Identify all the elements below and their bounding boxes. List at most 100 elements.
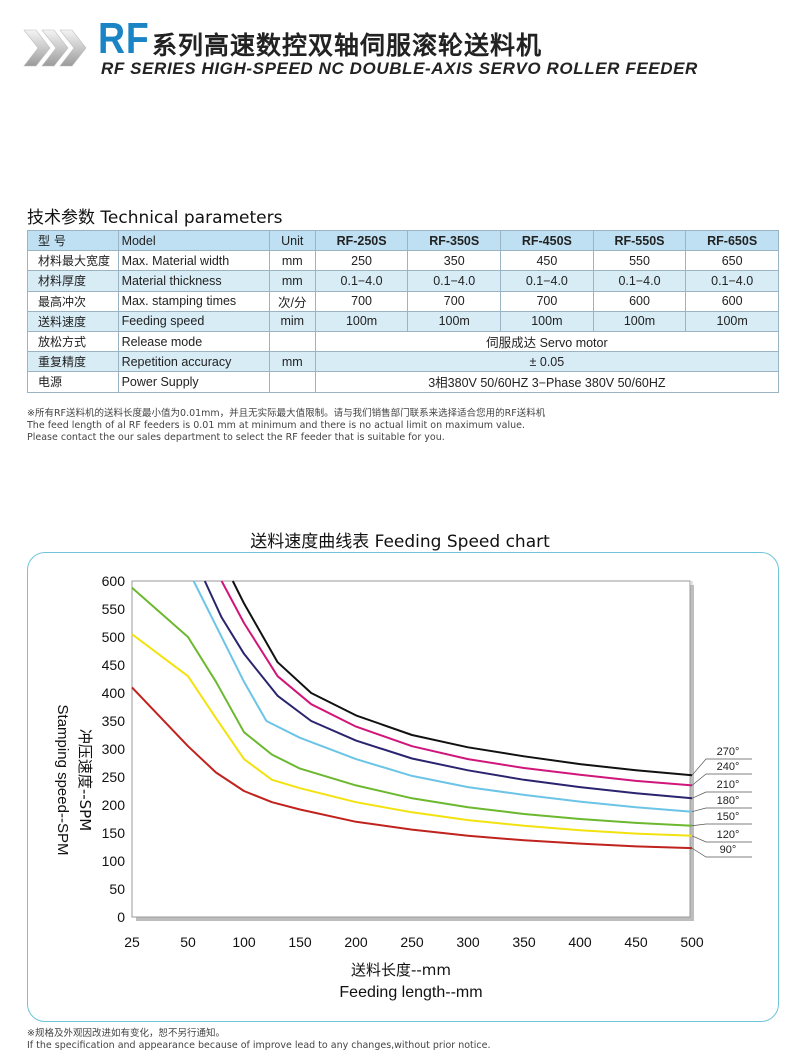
row-unit [268, 371, 316, 393]
legend-leader-line [691, 807, 752, 813]
x-tick-label: 25 [124, 934, 140, 950]
table-row: 材料厚度 Material thickness mm 0.1−4.0 0.1−4… [27, 270, 779, 292]
x-tick-label: 450 [624, 934, 648, 950]
row-unit: mm [268, 250, 316, 272]
x-tick-label: 300 [456, 934, 480, 950]
row-cn: 材料厚度 [27, 270, 119, 292]
y-tick-label: 550 [102, 601, 126, 617]
row-value: 100m [500, 310, 594, 332]
legend-leader-line [691, 835, 752, 843]
series-line-150deg [131, 586, 693, 827]
x-tick-label: 50 [180, 934, 196, 950]
plot-area [131, 580, 691, 918]
chart-plot-shadow [131, 580, 694, 921]
y-tick-label: 250 [102, 769, 126, 785]
note-line-en-2: Please contact the our sales department … [27, 432, 445, 443]
row-value: 100m [314, 310, 409, 332]
header-model: RF-550S [592, 229, 687, 252]
header-model: RF-350S [407, 229, 502, 252]
series-line-180deg [192, 580, 693, 813]
chart-series [131, 580, 693, 850]
row-cn: 重复精度 [27, 351, 119, 373]
note-line-cn: ※所有RF送料机的送料长度最小值为0.01mm，并且无实际最大值限制。请与我们销… [27, 408, 546, 419]
chevrons-icon [23, 29, 87, 67]
y-tick-label: 400 [102, 685, 126, 701]
table-row: 电源 Power Supply 3相380V 50/60HZ 3−Phase 3… [27, 371, 780, 393]
y-tick-label: 0 [117, 909, 125, 925]
legend-label: 90° [720, 844, 737, 856]
legend-label: 120° [717, 829, 740, 841]
legend-leader-line [691, 847, 752, 858]
row-value: 100m [685, 310, 779, 332]
row-cn: 材料最大宽度 [27, 250, 119, 272]
y-axis-label-en: Stamping speed--SPM [54, 705, 71, 856]
legend-leader-line [691, 773, 752, 786]
footer-line-en: If the specification and appearance beca… [27, 1040, 491, 1051]
params-section-title: 技术参数 Technical parameters [27, 208, 283, 228]
row-value: 0.1−4.0 [407, 270, 502, 292]
series-line-270deg [231, 580, 693, 777]
legend-label: 180° [717, 795, 740, 807]
y-tick-label: 100 [102, 853, 126, 869]
footer-line-cn: ※规格及外观因改进如有变化，恕不另行通知。 [27, 1028, 225, 1039]
params-table: 型 号 Model Unit RF-250S RF-350S RF-450S R… [27, 229, 780, 393]
chart-frame [27, 552, 779, 1022]
series-line-240deg [220, 580, 693, 787]
x-tick-label: 100 [232, 934, 256, 950]
y-tick-label: 600 [102, 573, 126, 589]
row-unit: mm [268, 270, 316, 292]
legend-leader-line [691, 791, 752, 799]
row-en: Power Supply [117, 371, 270, 393]
chart-ticks: 0 50 100 150 200 250 300 350 400 450 500 550 600 25 50… [102, 573, 704, 950]
y-tick-label: 150 [102, 825, 126, 841]
legend-label: 210° [717, 779, 740, 791]
x-tick-label: 250 [400, 934, 424, 950]
table-row: 放松方式 Release mode 伺服成达 Servo motor [27, 330, 780, 353]
series-line-120deg [131, 633, 693, 837]
row-merged-value: 3相380V 50/60HZ 3−Phase 380V 50/60HZ [314, 371, 780, 393]
header-model: RF-650S [685, 229, 779, 252]
row-en: Repetition accuracy [117, 351, 270, 373]
legend-leader-line [691, 823, 752, 827]
chart-title: 送料速度曲线表 Feeding Speed chart [250, 532, 550, 552]
row-value: 600 [592, 290, 687, 312]
row-value: 650 [685, 250, 779, 272]
page-header: RF 系列高速数控双轴伺服滚轮送料机 RF SERIES HIGH-SPEED … [0, 0, 800, 100]
y-tick-label: 200 [102, 797, 126, 813]
row-unit: mim [268, 310, 316, 332]
y-tick-label: 450 [102, 657, 126, 673]
y-axis-label-cn: 冲压速度--SPM [76, 729, 94, 831]
series-line-90deg [131, 686, 693, 850]
x-tick-label: 350 [512, 934, 536, 950]
row-cn: 送料速度 [27, 310, 119, 332]
row-value: 250 [314, 250, 409, 272]
brand-logo: RF [98, 14, 150, 63]
row-unit: mm [268, 351, 316, 373]
params-note: ※所有RF送料机的送料长度最小值为0.01mm，并且无实际最大值限制。请与我们销… [27, 408, 545, 444]
x-tick-label: 400 [568, 934, 592, 950]
header-model: RF-250S [314, 229, 409, 252]
row-value: 100m [407, 310, 502, 332]
series-line-210deg [203, 580, 693, 800]
chart-legend: 270° 240° 210° 180° 150° 120° 90° [691, 746, 752, 858]
row-en: Max. Material width [117, 250, 270, 272]
y-tick-label: 350 [102, 713, 126, 729]
x-tick-label: 150 [288, 934, 312, 950]
legend-leader-line [691, 758, 752, 776]
page-title-en: RF SERIES HIGH-SPEED NC DOUBLE-AXIS SERV… [101, 59, 698, 78]
row-value: 0.1−4.0 [685, 270, 779, 292]
legend-label: 240° [717, 761, 740, 773]
row-unit: 次/分 [268, 290, 316, 312]
x-axis-label-cn: 送料长度--mm [351, 961, 451, 979]
y-tick-label: 50 [109, 881, 125, 897]
row-value: 350 [407, 250, 502, 272]
row-value: 100m [592, 310, 687, 332]
y-tick-label: 300 [102, 741, 126, 757]
table-row: 送料速度 Feeding speed mim 100m 100m 100m 10… [27, 310, 779, 332]
x-tick-label: 200 [344, 934, 368, 950]
y-tick-label: 500 [102, 629, 126, 645]
note-line-en-1: The feed length of al RF feeders is 0.01… [27, 420, 525, 431]
row-en: Feeding speed [117, 310, 270, 332]
row-value: 0.1−4.0 [314, 270, 409, 292]
table-row: 重复精度 Repetition accuracy mm ± 0.05 [27, 351, 780, 373]
